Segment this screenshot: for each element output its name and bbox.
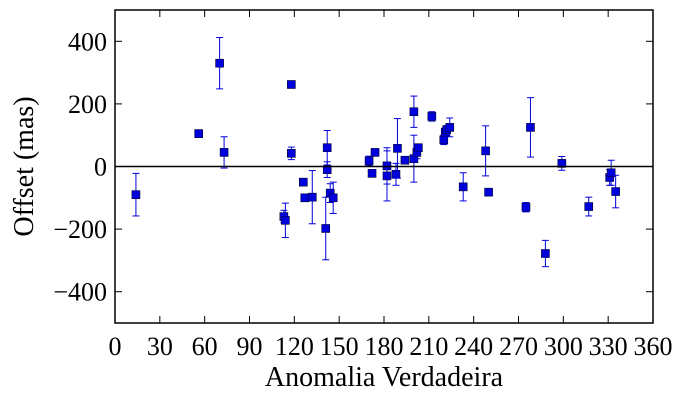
data-point <box>300 193 310 203</box>
data-point <box>584 196 594 217</box>
square-marker <box>557 159 567 168</box>
square-marker <box>215 58 224 68</box>
data-point <box>215 37 224 90</box>
data-point <box>367 169 377 178</box>
data-layer <box>131 37 620 268</box>
data-point <box>400 155 410 165</box>
data-point <box>414 143 423 153</box>
x-tick-label: 270 <box>499 332 538 361</box>
x-axis-title: Anomalia Verdadeira <box>265 362 504 393</box>
square-marker <box>484 187 493 197</box>
tick-layer: 0 30 60 90 120 150 180 210 240 270 300 330 360 −400 −2… <box>53 10 673 361</box>
square-marker <box>409 107 419 117</box>
data-point <box>194 129 203 138</box>
data-point <box>298 177 308 187</box>
data-point <box>484 187 493 197</box>
data-point <box>481 125 490 177</box>
square-marker <box>287 80 296 89</box>
x-tick-label: 330 <box>589 332 628 361</box>
square-marker <box>322 143 332 153</box>
square-marker <box>322 165 332 174</box>
data-point <box>307 170 317 225</box>
square-marker <box>370 148 380 157</box>
data-point <box>364 155 374 167</box>
square-marker <box>400 155 410 165</box>
data-point <box>322 161 332 178</box>
data-point <box>393 118 402 179</box>
data-point <box>557 155 567 171</box>
data-point <box>287 146 296 161</box>
x-tick-label: 60 <box>192 332 218 361</box>
x-tick-label: 210 <box>409 332 448 361</box>
square-marker <box>481 146 490 156</box>
data-point <box>328 181 338 214</box>
square-marker <box>300 193 310 203</box>
y-axis-title: Offset (mas) <box>9 96 40 236</box>
square-marker <box>445 123 455 132</box>
x-tick-label: 30 <box>147 332 173 361</box>
square-marker <box>281 216 290 225</box>
x-tick-label: 240 <box>454 332 493 361</box>
data-point <box>521 201 531 213</box>
data-point <box>287 80 296 89</box>
data-point <box>281 202 290 239</box>
data-point <box>458 172 468 202</box>
data-point <box>131 172 141 217</box>
x-tick-label: 360 <box>634 332 673 361</box>
square-marker <box>611 187 620 196</box>
square-marker <box>521 202 531 212</box>
data-point <box>219 136 229 169</box>
square-marker <box>393 144 402 153</box>
y-tick-label: 0 <box>94 153 107 182</box>
square-marker <box>367 169 377 178</box>
data-point <box>526 97 535 158</box>
y-tick-label: −400 <box>53 278 107 307</box>
x-tick-label: 0 <box>109 332 122 361</box>
data-point <box>606 159 616 186</box>
data-point <box>445 117 455 138</box>
square-marker <box>541 249 550 258</box>
square-marker <box>414 143 423 153</box>
square-marker <box>584 202 594 211</box>
x-tick-label: 90 <box>237 332 263 361</box>
x-tick-label: 150 <box>320 332 359 361</box>
square-marker <box>194 129 203 138</box>
x-tick-label: 300 <box>544 332 583 361</box>
square-marker <box>458 182 468 192</box>
square-marker <box>364 156 374 166</box>
square-marker <box>307 192 317 202</box>
y-tick-label: 400 <box>68 27 107 56</box>
data-point <box>611 174 620 209</box>
x-tick-label: 180 <box>365 332 404 361</box>
square-marker <box>427 112 437 121</box>
y-tick-label: −200 <box>53 215 107 244</box>
square-marker <box>131 190 141 199</box>
y-tick-label: 200 <box>68 90 107 119</box>
square-marker <box>606 168 616 178</box>
square-marker <box>298 177 308 187</box>
x-tick-label: 120 <box>275 332 314 361</box>
data-point <box>409 95 419 128</box>
square-marker <box>219 148 229 157</box>
data-point <box>370 148 380 157</box>
square-marker <box>328 193 338 203</box>
square-marker <box>526 123 535 132</box>
data-point <box>427 111 437 122</box>
square-marker <box>382 171 392 181</box>
data-point <box>382 150 392 202</box>
data-point <box>321 196 331 261</box>
square-marker <box>391 170 401 179</box>
data-point <box>322 130 332 166</box>
square-marker <box>287 149 296 158</box>
square-marker <box>321 224 331 233</box>
data-point <box>541 239 550 268</box>
